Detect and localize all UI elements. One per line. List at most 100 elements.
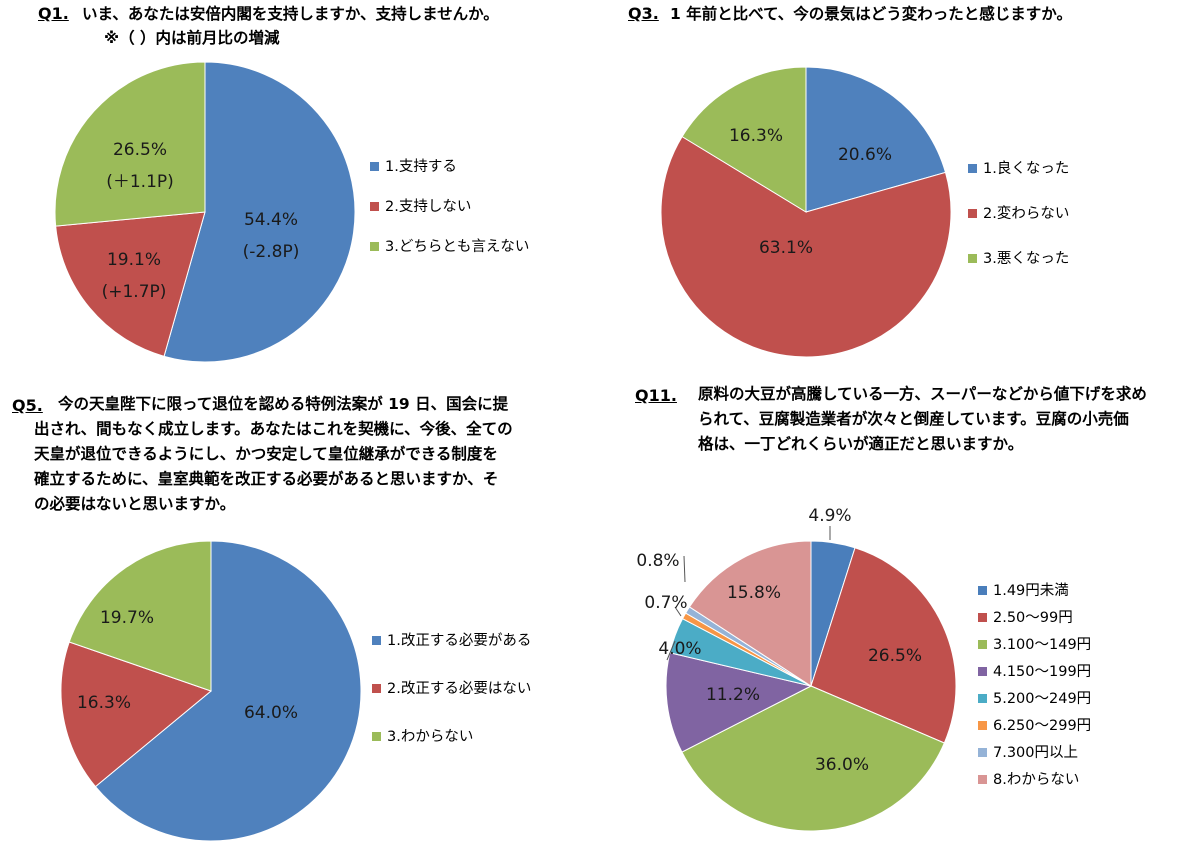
q11-legend-item-4: 4.150～199円 <box>978 661 1091 683</box>
q3-panel: Q3. 1 年前と比べて、今の景気はどう変わったと感じますか。 20.6% 63.… <box>600 0 1200 370</box>
q11-legend-swatch-3 <box>978 639 987 649</box>
q5-legend-item-1: 1.改正する必要がある <box>372 630 531 652</box>
q11-number: Q11. <box>635 386 677 405</box>
q5-legend-label-3: 3.わからない <box>387 729 474 745</box>
q3-legend-swatch-3 <box>968 253 977 263</box>
q11-value-label-8: 15.8% <box>727 583 781 603</box>
q3-slice-1 <box>805 66 947 213</box>
q11-value-label-3: 36.0% <box>815 755 869 775</box>
q11-legend-item-1: 1.49円未満 <box>978 580 1069 602</box>
q11-legend-swatch-1 <box>978 585 987 595</box>
q11-question: 原料の大豆が高騰している一方、スーパーなどから値下げを求め られて、豆腐製造業者… <box>698 382 1198 457</box>
q1-legend-label-1: 1.支持する <box>385 159 457 175</box>
q11-value-label-5: 4.0% <box>658 639 701 659</box>
q5-question-line2: 出され、間もなく成立します。あなたはこれを契機に、今後、全ての <box>34 420 513 438</box>
q1-legend-label-2: 2.支持しない <box>385 199 472 215</box>
q11-question-line3: 格は、一丁どれくらいが適正だと思いますか。 <box>698 435 1024 453</box>
q11-legend-item-5: 5.200～249円 <box>978 688 1091 710</box>
q11-pie-chart: 4.9% 26.5% 36.0% 11.2% 4.0% 0.7% 0.8% 15.8% <box>636 506 957 832</box>
q1-legend-swatch-3 <box>370 241 379 251</box>
q11-legend-item-2: 2.50～99円 <box>978 607 1073 629</box>
q11-value-label-4: 11.2% <box>706 685 760 705</box>
q11-legend-label-7: 7.300円以上 <box>993 745 1079 761</box>
q5-value-label-2: 16.3% <box>77 693 131 713</box>
q1-legend-item-3: 3.どちらとも言えない <box>370 236 529 258</box>
q11-legend-label-5: 5.200～249円 <box>993 691 1092 707</box>
q3-slice-2 <box>660 135 952 358</box>
q3-value-label-1: 20.6% <box>838 145 892 165</box>
q1-change-label-3: (＋1.1P) <box>106 172 174 192</box>
q11-panel: Q11. 原料の大豆が高騰している一方、スーパーなどから値下げを求め られて、豆… <box>600 380 1200 843</box>
q11-legend-label-1: 1.49円未満 <box>993 583 1069 599</box>
q1-slice-3 <box>54 61 206 227</box>
q5-slice-1 <box>94 540 362 842</box>
q1-number: Q1. <box>38 4 69 23</box>
q11-value-label-6: 0.7% <box>644 593 687 613</box>
q3-legend-label-2: 2.変わらない <box>983 206 1070 222</box>
q3-legend-item-1: 1.良くなった <box>968 158 1069 180</box>
q1-value-label-2: 19.1% <box>107 250 161 270</box>
q5-value-label-1: 64.0% <box>244 703 298 723</box>
q1-legend-item-1: 1.支持する <box>370 156 457 178</box>
q11-legend-swatch-2 <box>978 612 987 622</box>
q11-legend-swatch-4 <box>978 666 987 676</box>
q11-legend-item-8: 8.わからない <box>978 769 1079 791</box>
q3-value-label-3: 16.3% <box>729 126 783 146</box>
q1-legend-label-3: 3.どちらとも言えない <box>385 239 530 255</box>
q3-legend-swatch-2 <box>968 208 977 218</box>
q3-legend-item-3: 3.悪くなった <box>968 248 1069 270</box>
q11-legend-label-6: 6.250～299円 <box>993 718 1092 734</box>
q11-legend-label-4: 4.150～199円 <box>993 664 1092 680</box>
q1-panel: Q1. いま、あなたは安倍内閣を支持しますか、支持しませんか。 ※（ ）内は前月… <box>0 0 600 370</box>
q5-question-line5: の必要はないと思いますか。 <box>34 495 236 513</box>
q3-slice-3 <box>681 66 807 213</box>
q5-question-line4: 確立するために、皇室典範を改正する必要があると思いますか、そ <box>34 470 499 488</box>
q1-question-line2: ※（ ）内は前月比の増減 <box>104 29 280 47</box>
q3-legend-label-1: 1.良くなった <box>983 161 1070 177</box>
q11-value-label-1: 4.9% <box>808 506 851 526</box>
q5-legend-item-3: 3.わからない <box>372 726 473 748</box>
q11-legend-swatch-8 <box>978 774 987 784</box>
q1-legend-item-2: 2.支持しない <box>370 196 471 218</box>
q11-legend-item-7: 7.300円以上 <box>978 742 1078 764</box>
q3-question: 1 年前と比べて、今の景気はどう変わったと感じますか。 <box>670 2 1190 26</box>
q5-legend-item-2: 2.改正する必要はない <box>372 678 531 700</box>
q1-question-line1: いま、あなたは安倍内閣を支持しますか、支持しませんか。 <box>82 5 499 23</box>
q5-slice-3 <box>68 540 212 692</box>
q1-change-label-2: (+1.7P) <box>102 282 167 302</box>
q3-question-line1: 1 年前と比べて、今の景気はどう変わったと感じますか。 <box>670 5 1072 23</box>
q11-legend-swatch-5 <box>978 693 987 703</box>
q3-legend-swatch-1 <box>968 163 977 173</box>
q5-legend-label-2: 2.改正する必要はない <box>387 681 532 697</box>
q11-leader-line-6 <box>674 606 682 617</box>
q11-question-line1: 原料の大豆が高騰している一方、スーパーなどから値下げを求め <box>698 385 1147 403</box>
q5-number: Q5. <box>12 396 43 415</box>
q1-value-label-3: 26.5% <box>113 140 167 160</box>
q5-question-line3: 天皇が退位できるようにし、かつ安定して皇位継承ができる制度を <box>34 445 498 463</box>
q3-legend-label-3: 3.悪くなった <box>983 251 1070 267</box>
q3-number: Q3. <box>628 4 659 23</box>
q11-slice-3 <box>681 685 945 832</box>
q5-legend-label-1: 1.改正する必要がある <box>387 633 532 649</box>
q1-pie-chart: 54.4% (-2.8P) 19.1% (+1.7P) 26.5% (＋1.1P) <box>54 61 356 363</box>
q5-legend-swatch-2 <box>372 683 381 693</box>
q11-leader-line-7 <box>683 555 686 583</box>
q5-question: 今の天皇陛下に限って退位を認める特例法案が 19 日、国会に提 出され、間もなく… <box>34 392 598 517</box>
q5-legend-swatch-1 <box>372 635 381 645</box>
q11-value-label-7: 0.8% <box>636 551 679 571</box>
q1-slice-2 <box>55 211 206 357</box>
q11-legend-item-3: 3.100～149円 <box>978 634 1091 656</box>
q5-pie-chart: 64.0% 16.3% 19.7% <box>60 540 362 842</box>
q11-value-label-2: 26.5% <box>868 646 922 666</box>
q11-slice-8 <box>688 540 812 687</box>
q1-legend-swatch-1 <box>370 161 379 171</box>
q3-value-label-2: 63.1% <box>759 238 813 258</box>
q5-question-line1: 今の天皇陛下に限って退位を認める特例法案が 19 日、国会に提 <box>58 395 509 413</box>
q1-value-label-1: 54.4% <box>244 210 298 230</box>
q5-legend-swatch-3 <box>372 731 381 741</box>
q3-legend-item-2: 2.変わらない <box>968 203 1069 225</box>
q11-legend-label-8: 8.わからない <box>993 772 1080 788</box>
q11-leader-line-5 <box>666 640 676 661</box>
q5-value-label-3: 19.7% <box>100 608 154 628</box>
q1-change-label-1: (-2.8P) <box>243 242 300 262</box>
